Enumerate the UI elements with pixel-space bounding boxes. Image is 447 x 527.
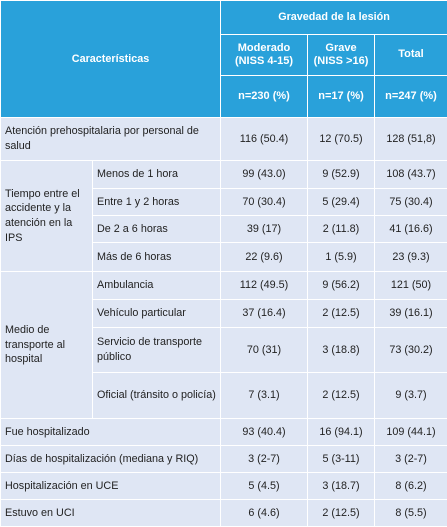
- table-row: Estuvo en UCI 6 (4.6) 2 (12.5) 8 (5.5): [1, 500, 447, 527]
- cell-total: 3 (2-7): [375, 446, 447, 473]
- cell-total: 8 (6.2): [375, 473, 447, 500]
- cell-total: 9 (3.7): [375, 373, 447, 419]
- cell-severe: 3 (18.8): [308, 328, 375, 373]
- cell-severe: 3 (18.7): [308, 473, 375, 500]
- cell-moderate: 7 (3.1): [221, 373, 308, 419]
- table-row: Atención prehospitalaria por personal de…: [1, 118, 447, 161]
- cell-moderate: 39 (17): [221, 216, 308, 243]
- table-row: Hospitalización en UCE 5 (4.5) 3 (18.7) …: [1, 473, 447, 500]
- cell-severe: 2 (11.8): [308, 216, 375, 243]
- cell-severe: 5 (29.4): [308, 189, 375, 216]
- cell-total: 8 (5.5): [375, 500, 447, 527]
- cell-severe: 2 (12.5): [308, 373, 375, 419]
- row-label: Atención prehospitalaria por personal de…: [1, 118, 221, 161]
- cell-moderate: 3 (2-7): [221, 446, 308, 473]
- row-label: Ambulancia: [93, 272, 221, 300]
- row-label: Hospitalización en UCE: [1, 473, 221, 500]
- cell-moderate: 37 (16.4): [221, 300, 308, 328]
- header-n-moderate: n=230 (%): [221, 76, 308, 118]
- row-label: Entre 1 y 2 horas: [93, 189, 221, 216]
- row-label: Fue hospitalizado: [1, 419, 221, 446]
- table-row: Fue hospitalizado 93 (40.4) 16 (94.1) 10…: [1, 419, 447, 446]
- row-label: Vehículo particular: [93, 300, 221, 328]
- row-label: Estuvo en UCI: [1, 500, 221, 527]
- cell-moderate: 70 (31): [221, 328, 308, 373]
- cell-severe: 2 (12.5): [308, 500, 375, 527]
- header-characteristics: Características: [1, 1, 221, 118]
- header-row-severity: Características Gravedad de la lesión: [1, 1, 447, 35]
- cell-severe: 2 (12.5): [308, 300, 375, 328]
- table-row: Medio de transporte al hospital Ambulanc…: [1, 272, 447, 300]
- cell-moderate: 5 (4.5): [221, 473, 308, 500]
- row-label: Menos de 1 hora: [93, 161, 221, 189]
- cell-moderate: 70 (30.4): [221, 189, 308, 216]
- table-row: Tiempo entre el accidente y la atención …: [1, 161, 447, 189]
- cell-total: 23 (9.3): [375, 243, 447, 272]
- row-label: Oficial (tránsito o policía): [93, 373, 221, 419]
- cell-moderate: 22 (9.6): [221, 243, 308, 272]
- header-n-severe: n=17 (%): [308, 76, 375, 118]
- header-moderate: Moderado (NISS 4-15): [221, 35, 308, 76]
- cell-total: 41 (16.6): [375, 216, 447, 243]
- row-label: De 2 a 6 horas: [93, 216, 221, 243]
- cell-severe: 1 (5.9): [308, 243, 375, 272]
- cell-total: 121 (50): [375, 272, 447, 300]
- cell-total: 128 (51,8): [375, 118, 447, 161]
- row-label: Servicio de transporte público: [93, 328, 221, 373]
- cell-total: 108 (43.7): [375, 161, 447, 189]
- cell-total: 109 (44.1): [375, 419, 447, 446]
- table-row: Días de hospitalización (mediana y RIQ) …: [1, 446, 447, 473]
- group-label-tiempo: Tiempo entre el accidente y la atención …: [1, 161, 93, 272]
- cell-severe: 16 (94.1): [308, 419, 375, 446]
- cell-severe: 9 (56.2): [308, 272, 375, 300]
- header-severity: Gravedad de la lesión: [221, 1, 447, 35]
- cell-total: 39 (16.1): [375, 300, 447, 328]
- cell-total: 73 (30.2): [375, 328, 447, 373]
- row-label: Más de 6 horas: [93, 243, 221, 272]
- cell-moderate: 6 (4.6): [221, 500, 308, 527]
- row-label: Días de hospitalización (mediana y RIQ): [1, 446, 221, 473]
- cell-total: 75 (30.4): [375, 189, 447, 216]
- cell-moderate: 116 (50.4): [221, 118, 308, 161]
- header-total: Total: [375, 35, 447, 76]
- header-n-total: n=247 (%): [375, 76, 447, 118]
- group-label-medio: Medio de transporte al hospital: [1, 272, 93, 419]
- cell-moderate: 93 (40.4): [221, 419, 308, 446]
- cell-severe: 5 (3-11): [308, 446, 375, 473]
- cell-severe: 12 (70.5): [308, 118, 375, 161]
- cell-moderate: 112 (49.5): [221, 272, 308, 300]
- header-severe: Grave (NISS >16): [308, 35, 375, 76]
- cell-severe: 9 (52.9): [308, 161, 375, 189]
- cell-moderate: 99 (43.0): [221, 161, 308, 189]
